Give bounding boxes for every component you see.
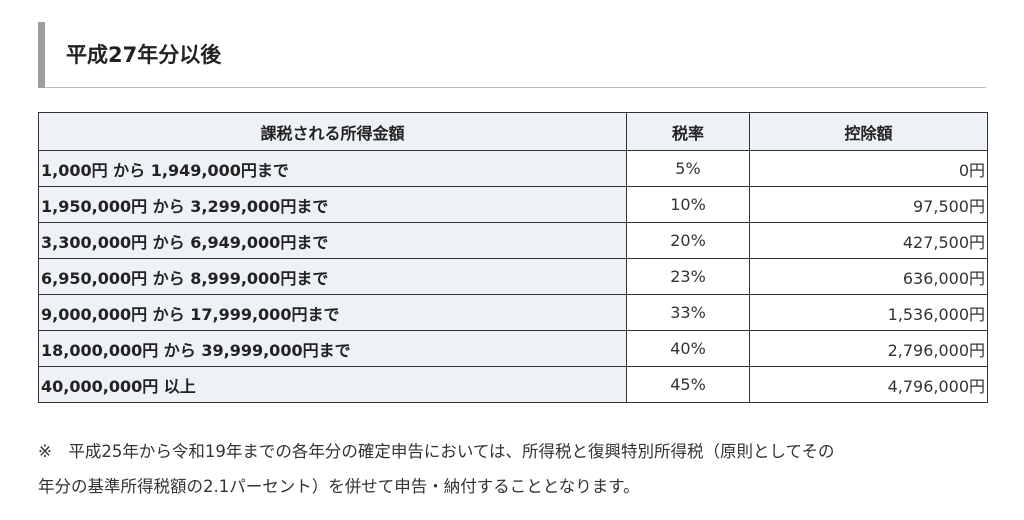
tax-rate-cell: 33% [626, 294, 750, 331]
footnote-line-2: 年分の基準所得税額の2.1パーセント）を併せて申告・納付することとなります。 [38, 477, 640, 496]
deduction-cell: 636,000円 [749, 258, 988, 295]
deduction-cell: 0円 [749, 150, 988, 187]
section-title: 平成27年分以後 [66, 43, 222, 67]
income-range-cell: 1,950,000円 から 3,299,000円まで [38, 186, 627, 223]
header-deduction: 控除額 [749, 112, 988, 151]
deduction-cell: 1,536,000円 [749, 294, 988, 331]
income-range-cell: 3,300,000円 から 6,949,000円まで [38, 222, 627, 259]
section-heading: 平成27年分以後 [38, 22, 986, 88]
deduction-cell: 2,796,000円 [749, 330, 988, 367]
deduction-cell: 97,500円 [749, 186, 988, 223]
table-row: 1,950,000円 から 3,299,000円まで 10% 97,500円 [38, 186, 988, 223]
table-row: 6,950,000円 から 8,999,000円まで 23% 636,000円 [38, 258, 988, 295]
tax-rate-cell: 40% [626, 330, 750, 367]
deduction-cell: 4,796,000円 [749, 366, 988, 403]
table-row: 9,000,000円 から 17,999,000円まで 33% 1,536,00… [38, 294, 988, 331]
tax-rate-cell: 20% [626, 222, 750, 259]
table-row: 1,000円 から 1,949,000円まで 5% 0円 [38, 150, 988, 187]
table-row: 18,000,000円 から 39,999,000円まで 40% 2,796,0… [38, 330, 988, 367]
footnote: ※ 平成25年から令和19年までの各年分の確定申告においては、所得税と復興特別所… [38, 434, 988, 504]
deduction-cell: 427,500円 [749, 222, 988, 259]
tax-rate-cell: 45% [626, 366, 750, 403]
table-row: 40,000,000円 以上 45% 4,796,000円 [38, 366, 988, 403]
tax-rate-cell: 5% [626, 150, 750, 187]
table-header-row: 課税される所得金額 税率 控除額 [38, 112, 988, 151]
tax-rate-table: 課税される所得金額 税率 控除額 1,000円 から 1,949,000円まで … [38, 112, 988, 403]
income-range-cell: 40,000,000円 以上 [38, 366, 627, 403]
heading-accent-bar [38, 22, 45, 88]
header-taxable-income: 課税される所得金額 [38, 112, 627, 151]
tax-rate-cell: 23% [626, 258, 750, 295]
income-range-cell: 1,000円 から 1,949,000円まで [38, 150, 627, 187]
tax-rate-cell: 10% [626, 186, 750, 223]
footnote-line-1: ※ 平成25年から令和19年までの各年分の確定申告においては、所得税と復興特別所… [38, 442, 835, 461]
income-range-cell: 9,000,000円 から 17,999,000円まで [38, 294, 627, 331]
income-range-cell: 6,950,000円 から 8,999,000円まで [38, 258, 627, 295]
header-tax-rate: 税率 [626, 112, 750, 151]
income-range-cell: 18,000,000円 から 39,999,000円まで [38, 330, 627, 367]
table-row: 3,300,000円 から 6,949,000円まで 20% 427,500円 [38, 222, 988, 259]
